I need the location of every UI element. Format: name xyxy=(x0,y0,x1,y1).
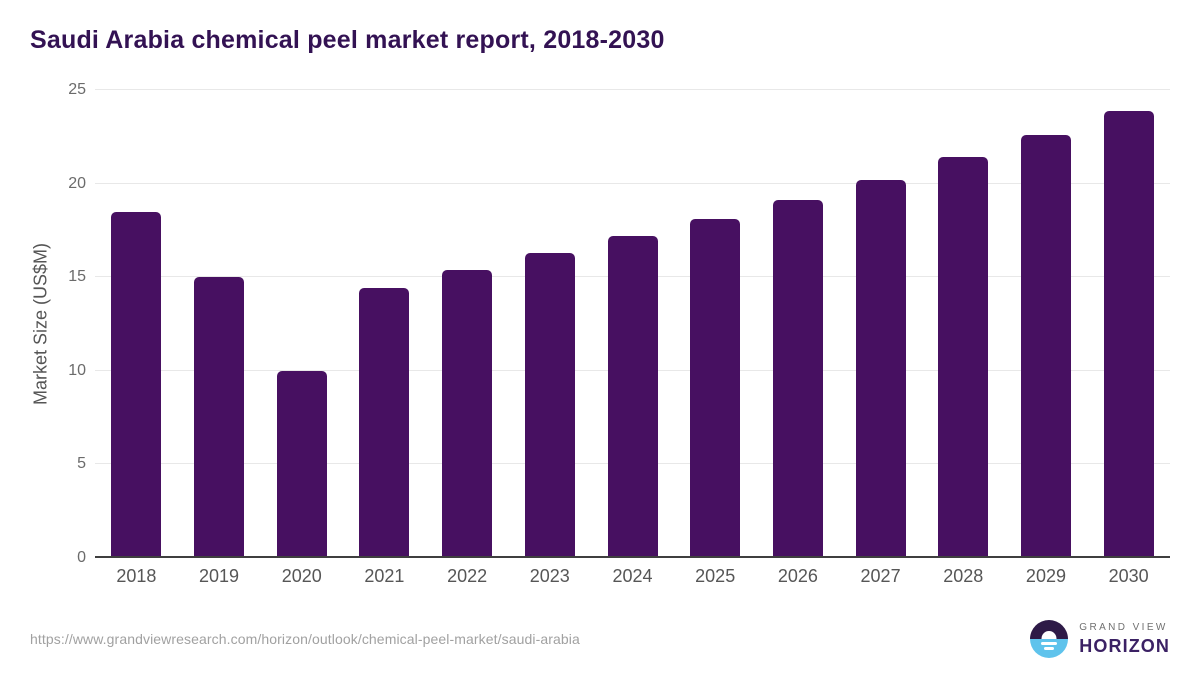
gridline-25 xyxy=(95,89,1170,90)
bar-2021 xyxy=(359,288,410,558)
chart-title: Saudi Arabia chemical peel market report… xyxy=(30,26,665,54)
x-tick-2020: 2020 xyxy=(281,566,322,586)
x-tick-2022: 2022 xyxy=(447,566,488,586)
x-tick-2021: 2021 xyxy=(364,566,405,586)
gridline-20 xyxy=(95,182,1170,184)
x-axis: 2018 2019 2020 2021 2022 2023 2024 2025 2026 2027… xyxy=(95,566,1170,596)
icon-reflection-line-1 xyxy=(1041,642,1058,645)
brand-logo: GRAND VIEW HORIZON xyxy=(1030,620,1170,658)
brand-product: HORIZON xyxy=(1079,636,1170,656)
y-tick-10: 10 xyxy=(68,361,86,379)
bar-2022 xyxy=(442,269,493,558)
y-axis: 0 5 10 15 20 25 xyxy=(0,81,86,566)
x-tick-2029: 2029 xyxy=(1025,566,1066,586)
y-tick-5: 5 xyxy=(77,455,86,473)
x-tick-2026: 2026 xyxy=(777,566,818,586)
bar-2028 xyxy=(938,157,989,558)
bar-2026 xyxy=(772,200,823,558)
brand-name: GRAND VIEW xyxy=(1079,622,1168,633)
x-axis-line xyxy=(95,556,1170,558)
bar-2019 xyxy=(194,277,245,558)
horizon-sun-icon xyxy=(1030,620,1069,658)
footer: https://www.grandviewresearch.com/horizo… xyxy=(30,614,1170,664)
y-tick-20: 20 xyxy=(68,174,86,192)
icon-sky-half xyxy=(1030,620,1069,639)
x-tick-2024: 2024 xyxy=(612,566,653,586)
bar-2030 xyxy=(1103,110,1154,558)
x-tick-2023: 2023 xyxy=(529,566,570,586)
bar-2023 xyxy=(524,252,575,558)
bar-2027 xyxy=(855,179,906,558)
bar-2018 xyxy=(111,211,162,558)
bar-2020 xyxy=(276,370,327,558)
source-url: https://www.grandviewresearch.com/horizo… xyxy=(30,631,580,647)
icon-sun xyxy=(1041,631,1057,639)
x-tick-2018: 2018 xyxy=(116,566,157,586)
brand-logo-text: GRAND VIEW HORIZON xyxy=(1079,622,1170,656)
bar-2024 xyxy=(607,236,658,558)
x-tick-2028: 2028 xyxy=(943,566,984,586)
bar-2029 xyxy=(1020,134,1071,558)
x-tick-2027: 2027 xyxy=(860,566,901,586)
y-tick-15: 15 xyxy=(68,268,86,286)
y-tick-0: 0 xyxy=(77,549,86,566)
x-tick-2025: 2025 xyxy=(695,566,736,586)
icon-reflection-line-2 xyxy=(1044,647,1055,650)
bar-2025 xyxy=(690,219,741,558)
y-tick-25: 25 xyxy=(68,81,86,98)
plot-area xyxy=(95,89,1170,558)
x-tick-2030: 2030 xyxy=(1108,566,1149,586)
x-tick-2019: 2019 xyxy=(199,566,240,586)
